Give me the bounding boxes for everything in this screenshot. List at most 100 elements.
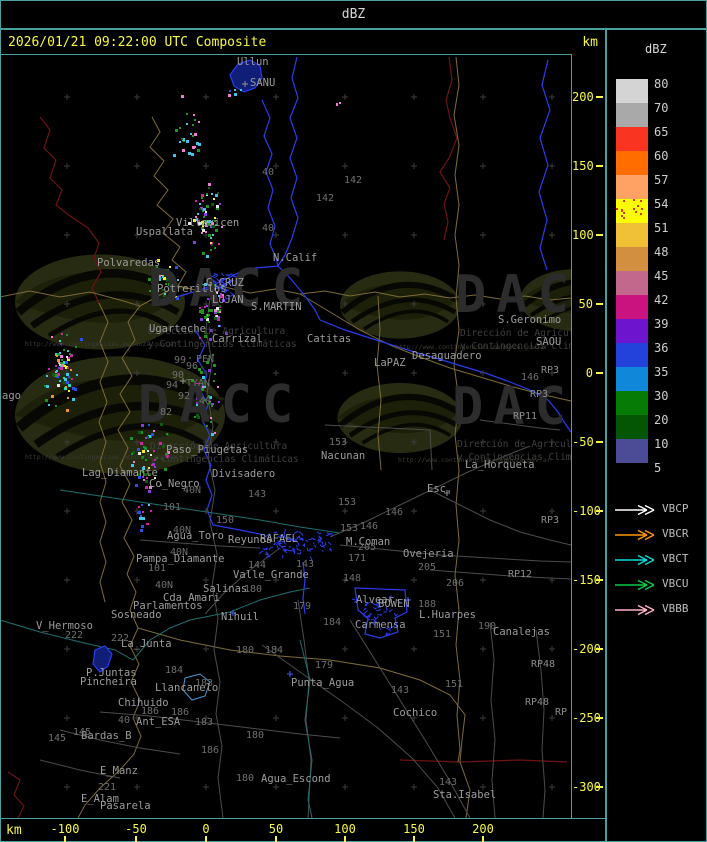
watermark-line1: Dirección de Agricultura — [150, 441, 288, 452]
echo-pixel — [213, 301, 215, 303]
echo-pixel — [208, 234, 211, 237]
vector-label: VBCR — [662, 527, 689, 540]
echo-pixel — [218, 243, 220, 245]
echo-pixel — [61, 333, 63, 335]
scale-label: 57 — [654, 173, 669, 187]
echo-pixel — [196, 397, 199, 400]
llancanelo-lake-outline — [182, 673, 211, 701]
echo-pixel — [207, 223, 210, 226]
echo-pixel — [208, 187, 210, 189]
echo-pixel — [201, 309, 204, 312]
echo-pixel — [66, 381, 69, 384]
map-label: RP11 — [513, 411, 538, 422]
echo-pixel — [138, 506, 140, 508]
map-label: Desaguadero — [412, 350, 482, 362]
echo-pixel — [194, 146, 196, 148]
echo-pixel — [140, 442, 143, 445]
echo-pixel — [198, 286, 200, 288]
echo-pixel — [171, 283, 174, 286]
echo-pixel — [44, 385, 46, 387]
scale-label: 51 — [654, 221, 669, 235]
echo-pixel — [216, 205, 219, 208]
right-axis-tick — [596, 717, 603, 719]
scale-speckle — [623, 217, 625, 219]
echo-pixel — [138, 511, 141, 514]
bottom-axis-tick — [413, 836, 415, 842]
echo-pixel — [163, 273, 165, 275]
map-label: 179 — [315, 660, 334, 671]
echo-pixel — [188, 394, 190, 396]
echo-pixel — [66, 356, 68, 358]
scale-color-block — [616, 391, 648, 415]
scale-speckle — [621, 209, 623, 211]
echo-pixel — [140, 529, 143, 532]
map-label: 180 — [246, 730, 265, 741]
echo-pixel — [146, 436, 149, 439]
map-label: Esc. — [427, 483, 453, 495]
echo-pixel — [65, 386, 67, 388]
echo-pixel — [148, 473, 151, 476]
echo-pixel — [195, 200, 197, 202]
map-label: 206 — [446, 578, 465, 589]
map-label: 186 — [141, 706, 160, 717]
timestamp: 2026/01/21 09:22:00 UTC Composite — [8, 35, 267, 50]
scale-speckle — [640, 213, 642, 215]
echo-pixel — [59, 380, 61, 382]
echo-pixel — [159, 442, 162, 445]
map-label: Ullun — [237, 56, 269, 68]
map-label: Potrerillos — [157, 283, 227, 295]
echo-pixel — [201, 227, 204, 230]
vector-label: VBCU — [662, 577, 689, 590]
echo-pixel — [213, 284, 216, 287]
scale-color-block — [616, 175, 648, 199]
map-label: 205 — [358, 542, 377, 553]
echo-pixel — [215, 194, 218, 197]
echo-pixel — [46, 385, 49, 388]
map-label: Polvaredas — [97, 257, 161, 269]
echo-pixel — [205, 222, 207, 224]
scale-speckle — [633, 199, 635, 201]
echo-pixel — [211, 433, 214, 436]
watermark-line1: Dirección de Agricultura — [460, 328, 571, 339]
echo-pixel — [162, 289, 164, 291]
bottom-axis-tick — [344, 836, 346, 842]
echo-pixel — [213, 380, 215, 382]
map-label: BOWEN — [378, 598, 410, 610]
map-label: Carmensa — [355, 619, 406, 631]
map-label: Chihuido — [118, 697, 169, 709]
map-label: Divisadero — [212, 468, 276, 480]
bottom-axis-unit-label: km — [6, 823, 22, 838]
echo-pixel — [52, 373, 55, 376]
echo-pixel — [143, 479, 145, 481]
echo-pixel — [165, 283, 167, 285]
scale-label: 10 — [654, 437, 669, 451]
echo-pixel — [214, 217, 216, 219]
right-axis-label: -250 — [572, 711, 601, 725]
echo-pixel — [181, 95, 184, 98]
map-label: Pampa_Diamante — [136, 553, 225, 565]
echo-pixel — [141, 456, 144, 459]
echo-pixel — [70, 354, 73, 357]
echo-pixel — [142, 511, 144, 513]
echo-pixel — [166, 278, 169, 281]
scale-color-block — [616, 367, 648, 391]
map-label: Agua_Toro — [167, 530, 224, 542]
echo-pixel — [160, 484, 162, 486]
vector-arrow-icon — [615, 504, 655, 516]
echo-pixel — [56, 355, 58, 357]
echo-pixel — [234, 93, 237, 96]
map-label: RP3 — [541, 365, 560, 376]
map-label: 179 — [293, 601, 312, 612]
echo-pixel — [157, 297, 159, 299]
echo-pixel — [154, 292, 156, 294]
scale-color-block — [616, 247, 648, 271]
echo-pixel — [57, 384, 60, 387]
radar-map-canvas: DACC DACC DACC DACC Dirección de Agricultura… — [1, 55, 571, 818]
map-label: 184 — [265, 645, 284, 656]
scale-speckle — [623, 212, 625, 214]
radar-echo-layer — [44, 81, 450, 677]
map-label: RP48 — [525, 697, 550, 708]
graticule-crosses — [64, 94, 555, 790]
scale-color-block — [616, 223, 648, 247]
map-label: 146 — [521, 372, 540, 383]
